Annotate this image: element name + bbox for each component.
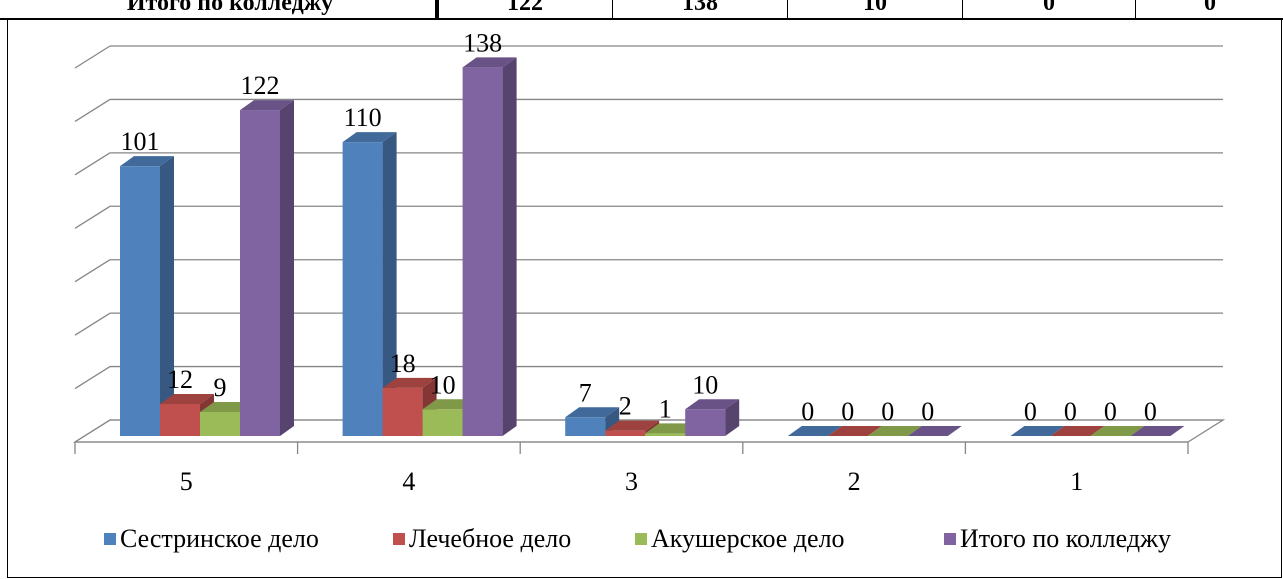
data-label: 1 [659, 394, 672, 423]
bar-side [503, 57, 517, 436]
data-label: 0 [1144, 397, 1157, 426]
data-label: 18 [390, 349, 416, 378]
data-label: 138 [463, 28, 502, 57]
bar [685, 409, 725, 436]
data-label: 0 [801, 397, 814, 426]
legend-swatch [104, 533, 116, 545]
x-tick-label: 2 [848, 467, 861, 496]
data-label: 0 [921, 397, 934, 426]
data-label: 101 [121, 127, 160, 156]
data-label: 0 [1104, 397, 1117, 426]
data-label: 10 [692, 370, 718, 399]
gridline-side [75, 46, 110, 68]
legend-label: Акушерское дело [651, 524, 845, 553]
data-label: 9 [214, 373, 227, 402]
legend-swatch [393, 533, 405, 545]
x-tick-label: 4 [402, 467, 415, 496]
data-label: 0 [1024, 397, 1037, 426]
bar [605, 431, 645, 436]
gridline-side [75, 367, 110, 389]
data-label: 10 [430, 370, 456, 399]
data-label: 7 [579, 378, 592, 407]
data-label: 110 [344, 103, 382, 132]
bar [120, 166, 160, 436]
legend-swatch [635, 533, 647, 545]
bar [645, 433, 685, 436]
bar [160, 404, 200, 436]
gridline-side [75, 99, 110, 121]
bar [423, 409, 463, 436]
gridline-side [75, 206, 110, 228]
x-tick-label: 3 [625, 467, 638, 496]
legend-swatch [944, 533, 956, 545]
gridline-side [75, 313, 110, 335]
gridline-side [75, 153, 110, 175]
bar [240, 110, 280, 436]
data-label: 0 [841, 397, 854, 426]
bar-side [160, 156, 174, 436]
bar-side [280, 100, 294, 436]
data-label: 122 [241, 71, 280, 100]
bar [200, 412, 240, 436]
bar [383, 388, 423, 436]
bar [343, 142, 383, 436]
legend-label: Итого по колледжу [960, 524, 1171, 553]
x-tick-label: 1 [1070, 467, 1083, 496]
data-label: 12 [167, 365, 193, 394]
legend-label: Лечебное дело [409, 524, 571, 553]
x-tick-label: 5 [180, 467, 193, 496]
gridline-side [75, 260, 110, 282]
data-label: 0 [881, 397, 894, 426]
data-label: 0 [1064, 397, 1077, 426]
bar [463, 67, 503, 436]
legend-label: Сестринское дело [120, 524, 319, 553]
data-label: 2 [619, 392, 632, 421]
bar [565, 417, 605, 436]
